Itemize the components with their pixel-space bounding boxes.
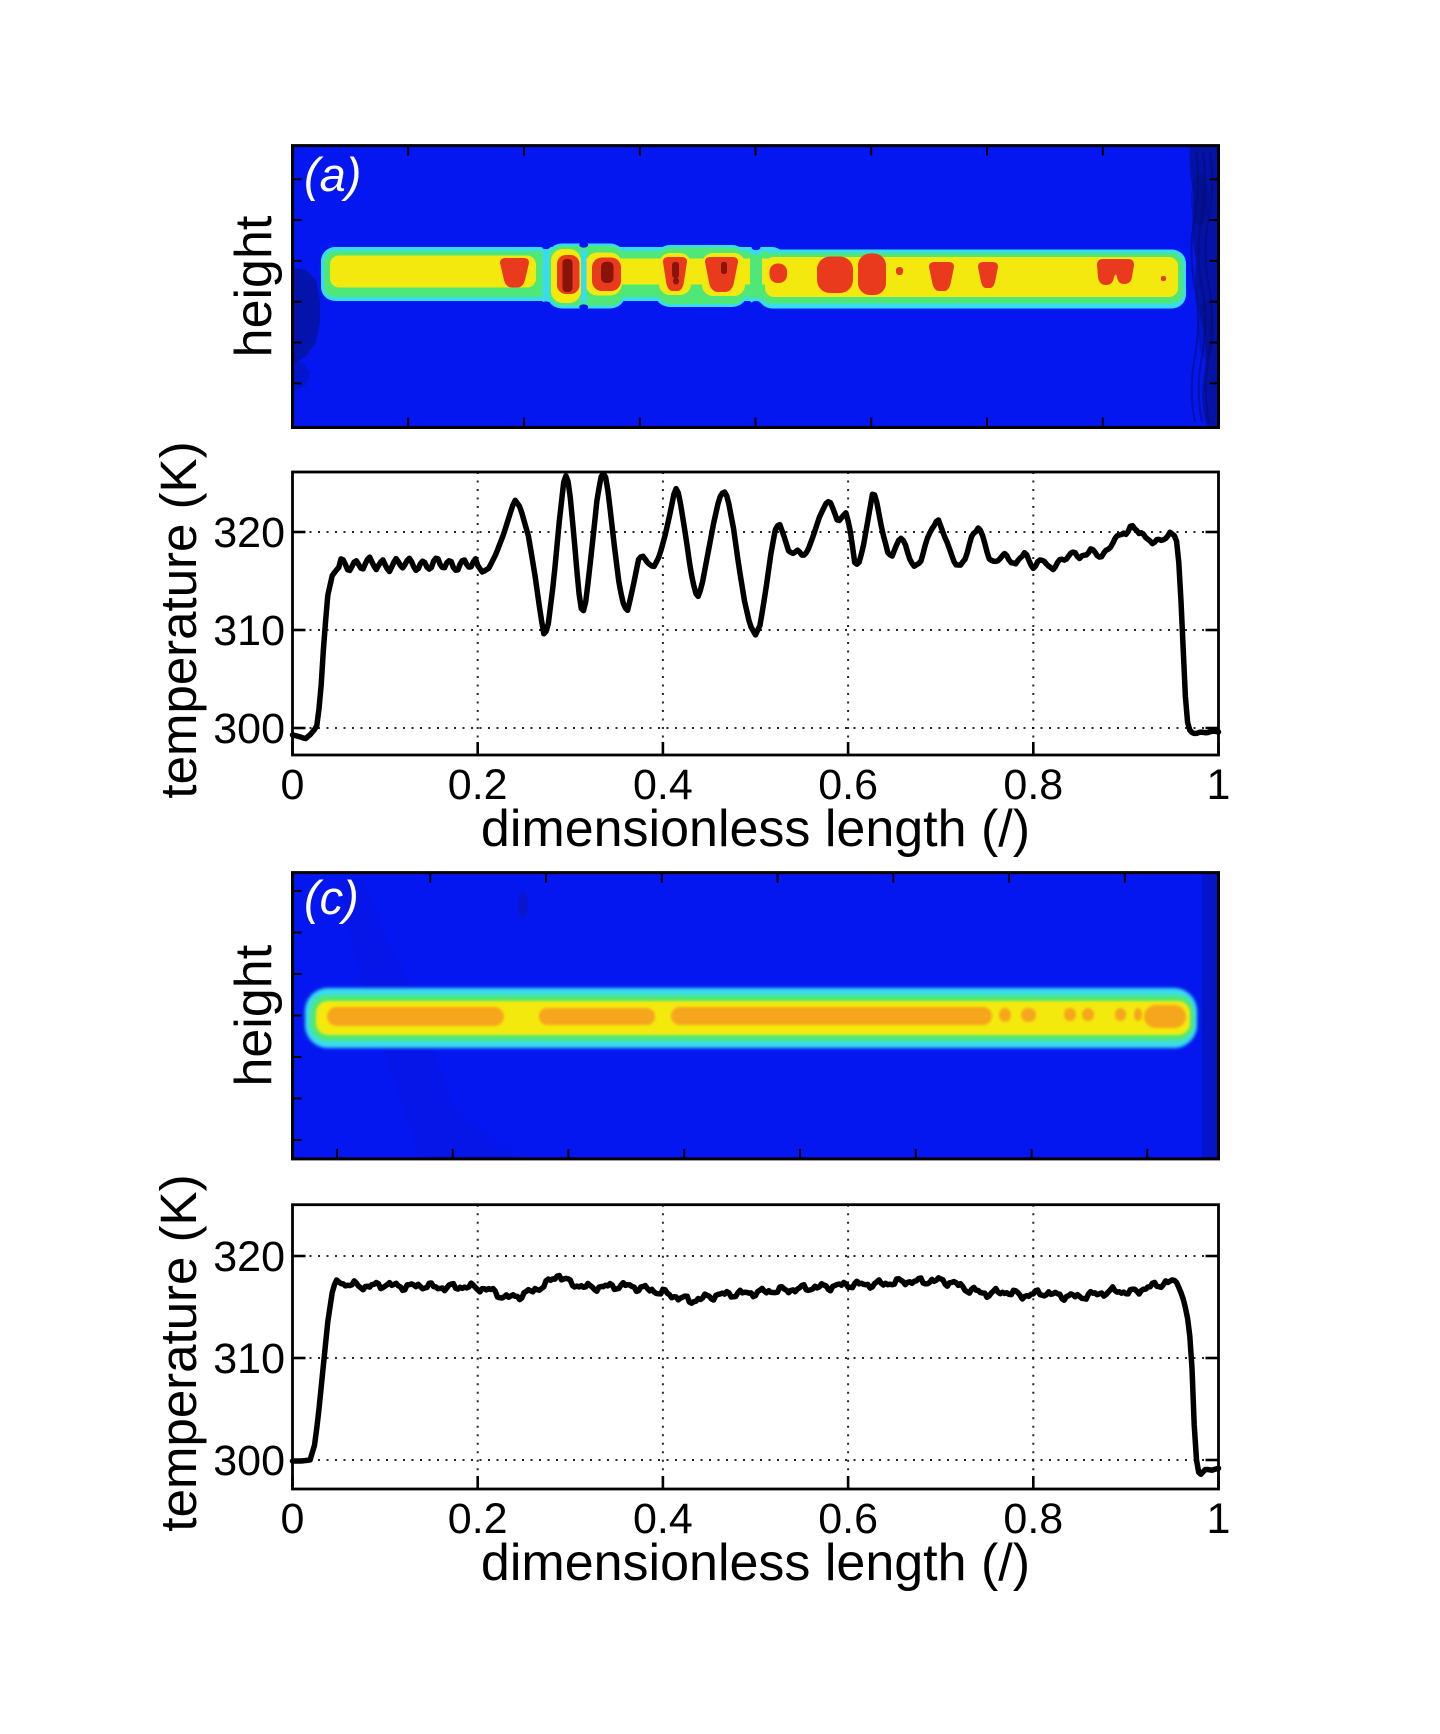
svg-text:height: height [225, 944, 283, 1086]
svg-text:0.8: 0.8 [1003, 1495, 1063, 1543]
svg-text:0.4: 0.4 [633, 1495, 693, 1543]
svg-text:0: 0 [281, 1495, 305, 1543]
svg-text:dimensionless length (/): dimensionless length (/) [481, 1534, 1030, 1592]
svg-text:0.8: 0.8 [1003, 761, 1063, 809]
svg-text:temperature (K): temperature (K) [150, 1174, 207, 1531]
svg-text:(c): (c) [304, 871, 359, 924]
svg-text:310: 310 [213, 1335, 285, 1383]
svg-text:dimensionless length (/): dimensionless length (/) [481, 800, 1030, 858]
svg-text:320: 320 [213, 1233, 285, 1281]
svg-text:0.4: 0.4 [633, 761, 693, 809]
svg-text:0.2: 0.2 [448, 1495, 508, 1543]
svg-text:0: 0 [281, 761, 305, 809]
svg-text:0.6: 0.6 [818, 1495, 878, 1543]
svg-text:0.6: 0.6 [818, 761, 878, 809]
svg-text:temperature (K): temperature (K) [150, 441, 207, 798]
svg-text:300: 300 [213, 1437, 285, 1485]
svg-text:(a): (a) [304, 148, 361, 201]
svg-text:0.2: 0.2 [448, 761, 508, 809]
svg-text:height: height [225, 215, 283, 357]
svg-text:300: 300 [213, 705, 285, 753]
svg-text:1: 1 [1207, 761, 1231, 809]
svg-text:310: 310 [213, 607, 285, 655]
svg-text:320: 320 [213, 509, 285, 557]
svg-text:1: 1 [1207, 1495, 1231, 1543]
